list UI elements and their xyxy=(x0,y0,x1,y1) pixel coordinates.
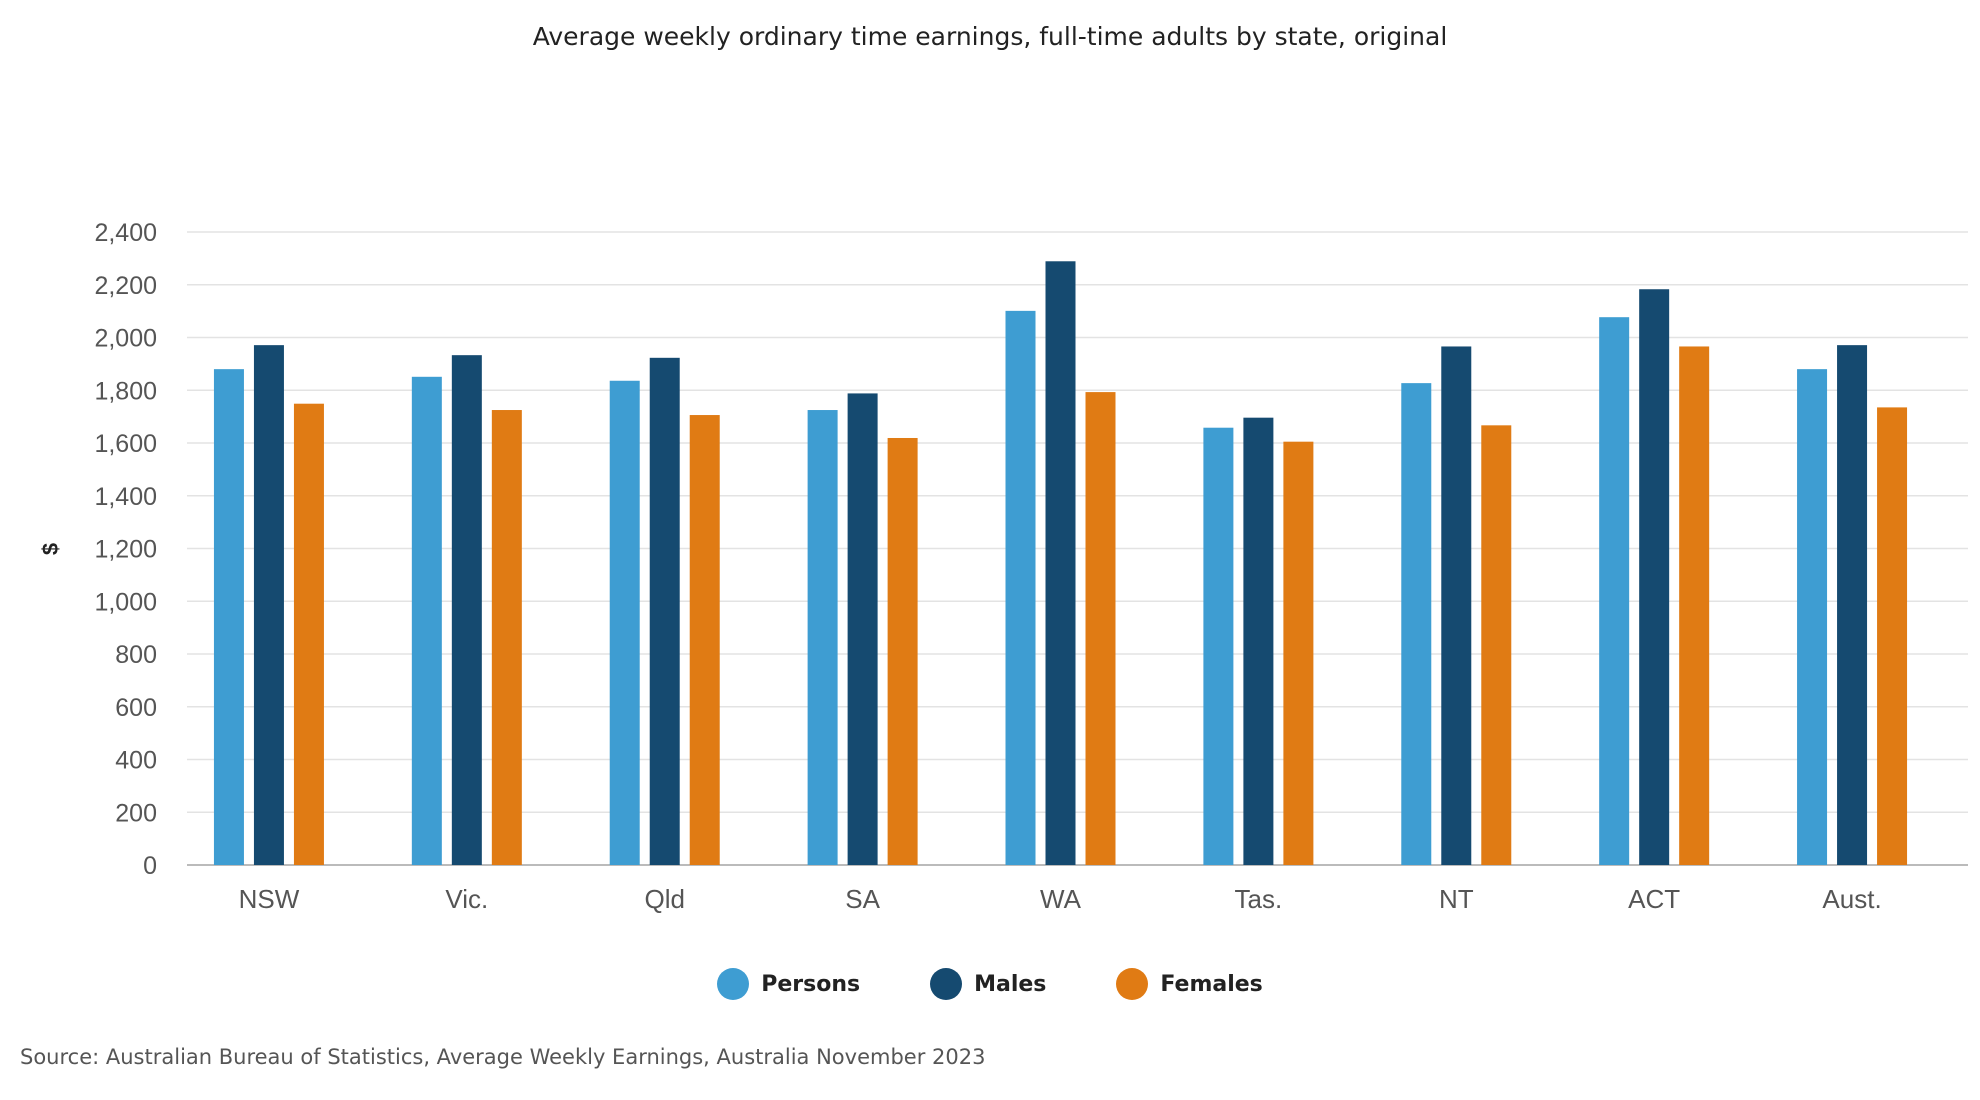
legend-label: Persons xyxy=(761,971,861,997)
y-tick-label: 1,000 xyxy=(94,588,157,616)
y-tick-label: 2,400 xyxy=(94,219,157,247)
y-tick-label: 1,400 xyxy=(94,483,157,511)
legend-item-females[interactable]: Females xyxy=(1116,968,1263,1000)
legend: Persons Males Females xyxy=(0,968,1980,1000)
y-tick-label: 1,800 xyxy=(94,377,157,405)
bar-females xyxy=(491,410,522,865)
bar-males xyxy=(1441,346,1472,865)
legend-item-males[interactable]: Males xyxy=(930,968,1046,1000)
legend-label: Males xyxy=(974,971,1047,997)
x-tick-label: NT xyxy=(1439,884,1474,914)
bar-males xyxy=(847,393,878,865)
bar-females xyxy=(1877,407,1908,865)
bar-persons xyxy=(1401,383,1432,865)
bar-persons xyxy=(213,369,244,865)
bar-persons xyxy=(807,410,838,865)
y-tick-label: 1,600 xyxy=(94,430,157,458)
bar-females xyxy=(1679,346,1710,865)
x-tick-label: Aust. xyxy=(1822,884,1881,914)
bar-males xyxy=(1243,417,1274,865)
bar-females xyxy=(1481,425,1512,865)
y-axis-label: $ xyxy=(38,543,63,555)
legend-swatch-females xyxy=(1116,968,1149,1000)
bar-males xyxy=(1837,345,1868,865)
bar-females xyxy=(689,415,720,865)
y-tick-label: 2,000 xyxy=(94,325,157,353)
bar-males xyxy=(451,355,482,865)
bar-persons xyxy=(1203,427,1234,865)
y-tick-label: 800 xyxy=(115,641,157,669)
x-tick-label: Tas. xyxy=(1235,884,1283,914)
y-tick-label: 2,200 xyxy=(94,272,157,300)
bar-males xyxy=(253,345,284,865)
bar-males xyxy=(649,357,680,865)
y-tick-label: 600 xyxy=(115,694,157,722)
bar-persons xyxy=(1599,317,1630,865)
y-tick-label: 1,200 xyxy=(94,536,157,564)
bar-persons xyxy=(1797,369,1828,865)
legend-label: Females xyxy=(1160,971,1263,997)
x-tick-label: NSW xyxy=(239,884,300,914)
bar-females xyxy=(1283,441,1314,865)
bar-persons xyxy=(411,376,442,865)
chart-title: Average weekly ordinary time earnings, f… xyxy=(532,22,1448,51)
x-tick-label: Qld xyxy=(644,884,684,914)
y-tick-label: 200 xyxy=(115,799,157,827)
legend-item-persons[interactable]: Persons xyxy=(717,968,860,1000)
bar-males xyxy=(1045,261,1076,865)
source-note: Source: Australian Bureau of Statistics,… xyxy=(20,1045,986,1069)
legend-swatch-persons xyxy=(717,968,750,1000)
bar-females xyxy=(1085,392,1116,865)
bar-persons xyxy=(1005,310,1036,866)
bar-persons xyxy=(609,380,640,865)
x-tick-label: ACT xyxy=(1628,884,1680,914)
bar-females xyxy=(887,437,918,865)
x-tick-label: SA xyxy=(845,884,880,914)
y-tick-label: 0 xyxy=(143,852,157,880)
legend-swatch-males xyxy=(930,968,963,1000)
bar-males xyxy=(1639,289,1670,865)
bar-females xyxy=(293,403,324,865)
y-tick-label: 400 xyxy=(115,747,157,775)
x-tick-label: WA xyxy=(1040,884,1082,914)
x-tick-label: Vic. xyxy=(445,884,488,914)
